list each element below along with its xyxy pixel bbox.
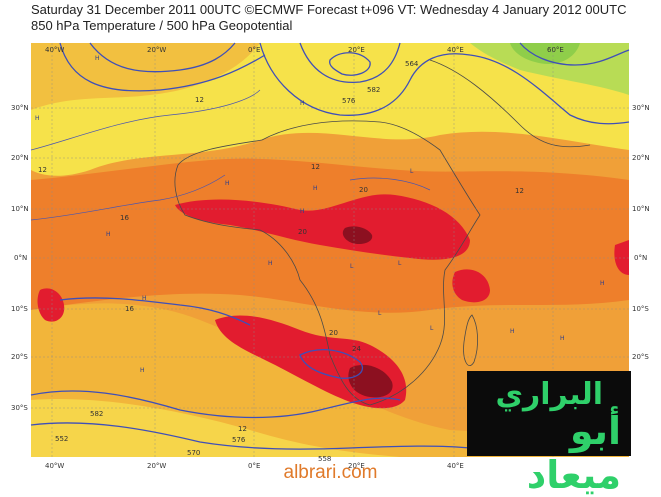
lat-label-right-2: 20°N [632,154,650,162]
hot-core-south [348,364,393,398]
contour-label: 582 [367,86,381,94]
site-url[interactable]: albrari.com [283,462,378,483]
site-logo: البراري أبو ميعاد [467,371,631,497]
lon-label-bottom-3: 0°E [248,462,261,470]
contour-label: 570 [187,449,201,457]
contour-label: 20 [329,329,338,337]
svg-text:H: H [95,55,100,62]
lon-label-top-6: 60°E [547,46,564,54]
pressure-markers: H H H H H H H H H H L L L L H H H L [35,55,605,374]
lat-label-left-1: 30°N [11,104,29,112]
contour-label: 576 [232,436,246,444]
hot-spot-central-africa [175,194,470,260]
contour-label: 558 [318,455,332,463]
lat-label-left-2: 20°N [11,154,29,162]
svg-text:H: H [560,335,565,342]
lon-label-bottom-1: 40°W [45,462,65,470]
lat-label-left-3: 10°N [11,205,29,213]
lat-label-right-4: 0°N [634,254,648,262]
hot-spot-west [37,288,65,322]
svg-text:H: H [300,208,305,215]
contour-label: 564 [405,60,419,68]
contour-label: 552 [55,435,69,443]
svg-text:H: H [510,328,515,335]
lat-label-left-6: 20°S [11,353,28,361]
svg-text:H: H [142,295,147,302]
lon-label-bottom-5: 40°E [447,462,464,470]
lat-label-right-6: 20°S [632,353,649,361]
svg-text:H: H [600,280,605,287]
lat-label-left-5: 10°S [11,305,28,313]
svg-text:H: H [268,260,273,267]
lat-label-right-5: 10°S [632,305,649,313]
lat-label-right-1: 30°N [632,104,650,112]
svg-text:H: H [140,367,145,374]
lon-label-top-5: 40°E [447,46,464,54]
africa-coastline [174,120,481,406]
svg-text:H: H [313,185,318,192]
lat-label-left-4: 0°N [14,254,28,262]
svg-text:L: L [378,310,382,317]
contour-label: 12 [38,166,47,174]
contour-label: 16 [125,305,134,313]
contour-label: 12 [238,425,247,433]
contour-label: 12 [515,187,524,195]
svg-text:H: H [300,100,305,107]
svg-text:H: H [35,115,40,122]
lon-label-bottom-2: 20°W [147,462,167,470]
contour-label: 20 [298,228,307,236]
svg-text:L: L [350,263,354,270]
cool-region-2 [510,43,580,64]
geopotential-contours [30,42,630,450]
contour-label: 576 [342,97,356,105]
svg-text:H: H [225,180,230,187]
logo-text-line1: البراري [495,377,603,412]
contour-label: 24 [352,345,361,353]
warm-region-2 [31,43,260,110]
contour-label: 16 [120,214,129,222]
contour-label: 20 [359,186,368,194]
hot-core-central [342,226,373,245]
lon-label-top-3: 0°E [248,46,261,54]
cool-region [470,43,629,95]
arabia-coastline [429,59,591,148]
lon-label-top-1: 40°W [45,46,65,54]
contour-label: 582 [90,410,104,418]
map-title-line2: 850 hPa Temperature / 500 hPa Geopotenti… [31,18,293,33]
lat-label-left-7: 30°S [11,404,28,412]
svg-text:L: L [430,325,434,332]
contour-label: 12 [195,96,204,104]
south-region-2 [31,399,400,457]
contour-label: 12 [311,163,320,171]
lon-label-bottom-4: 20°E [348,462,365,470]
temperature-contours [30,89,431,221]
lon-label-top-4: 20°E [348,46,365,54]
hot-spot-east [452,269,490,303]
svg-text:L: L [398,260,402,267]
svg-text:L: L [410,168,414,175]
hot-spot-edge [614,240,629,275]
svg-text:H: H [106,231,111,238]
madagascar-coastline [463,314,478,367]
lat-label-right-3: 10°N [632,205,650,213]
lon-label-top-2: 20°W [147,46,167,54]
map-title-line1: Saturday 31 December 2011 00UTC ©ECMWF F… [31,2,627,17]
